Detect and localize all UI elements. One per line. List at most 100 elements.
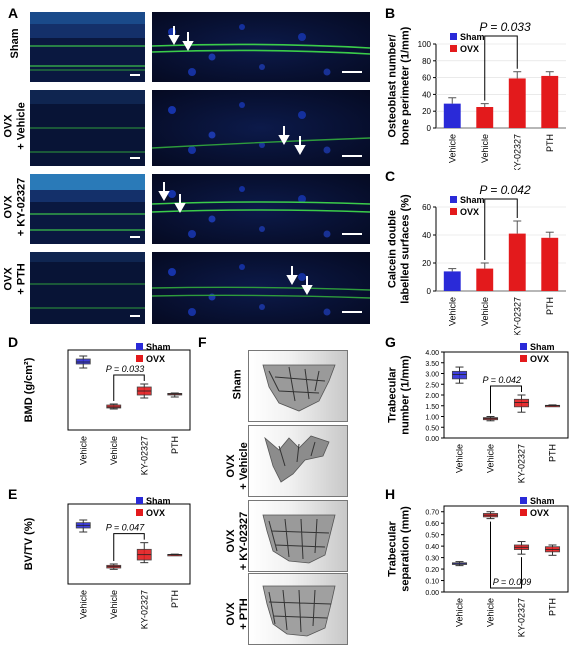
chart-b-pvalue: P = 0.033: [479, 20, 531, 34]
chart-b-category-label: Vehicle: [447, 134, 457, 163]
chart-h-plot-frame: [443, 505, 569, 593]
arrow-icon: [168, 26, 194, 52]
chart-h-category-label: Vehicle: [455, 598, 465, 627]
chart-b-ytick-label: 40: [422, 90, 431, 99]
chart-d-category-label: PTH: [170, 436, 180, 454]
panel-label-c: C: [385, 168, 396, 184]
chart-b-ylabel: bone perimeter (1/mm): [400, 26, 412, 145]
micrograph-sham-low: [30, 12, 145, 82]
chart-b-ytick-label: 20: [422, 107, 431, 116]
chart-c-significance-bracket: [484, 198, 518, 260]
chart-calcein-labelled-surfaces: 0 20 40 60 Calcein double labelled surfaces (…: [388, 183, 566, 335]
chart-d-pvalue: P = 0.033: [106, 364, 144, 374]
arrow-icon: [158, 182, 186, 214]
chart-h-legend-label: Sham: [530, 496, 555, 506]
panel-label-a: A: [8, 5, 19, 21]
chart-d-box: [75, 358, 91, 365]
chart-b-ylabel: Osteoblast number/: [388, 34, 399, 137]
chart-g-pvalue: P = 0.042: [483, 375, 521, 385]
chart-e-pvalue: P = 0.047: [106, 523, 145, 533]
chart-c-ylabel: Calcein double: [388, 210, 399, 288]
chart-e-category-label: PTH: [170, 590, 180, 608]
chart-b-legend-swatch: [450, 33, 457, 40]
chart-h-pvalue: P = 0.009: [493, 577, 531, 587]
chart-c-ytick-label: 20: [422, 259, 431, 268]
chart-b-legend-label: OVX: [460, 44, 479, 54]
chart-h-ytick-label: 0.10: [425, 579, 439, 586]
chart-c-legend-swatch: [450, 196, 457, 203]
chart-g-legend-label: OVX: [530, 354, 549, 364]
chart-g-ylabel: Trabecular: [388, 366, 399, 422]
chart-b-legend-swatch: [450, 45, 457, 52]
micrograph-ovx-vehicle-low: [30, 90, 145, 166]
chart-b-category-label: KY-02327: [512, 134, 522, 170]
chart-e-category-label: Vehicle: [78, 590, 88, 619]
chart-c-category-label: Vehicle: [447, 297, 457, 326]
chart-g-legend-swatch: [520, 343, 527, 350]
chart-h-ytick-label: 0.40: [425, 544, 439, 551]
chart-bmd: BMD (g/cm²) Vehicle Vehicle KY-02327 PTH P = …: [23, 342, 191, 475]
chart-g-plot-frame: [443, 351, 569, 439]
chart-b-ytick-label: 80: [422, 57, 431, 66]
chart-osteoblast-number: 0 20 40 60 80 100 Osteoblast number/bone perim…: [388, 20, 566, 170]
micrograph-row-label-sham: Sham: [9, 28, 21, 59]
chart-c-ytick-label: 40: [422, 231, 431, 240]
chart-g-ytick-label: 1.00: [425, 415, 439, 422]
chart-g-legend-label: Sham: [530, 342, 555, 352]
panel-label-b: B: [385, 5, 396, 21]
chart-b-ytick-label: 100: [418, 40, 432, 49]
chart-d-legend-swatch: [136, 343, 143, 350]
chart-b-legend-label: Sham: [460, 32, 485, 42]
microct-row-label-ovx-pth: OVX + PTH: [225, 598, 250, 630]
chart-c-ytick-label: 0: [427, 287, 432, 296]
arrow-icon: [278, 126, 306, 156]
chart-d-category-label: KY-02327: [139, 436, 149, 475]
chart-d-category-label: Vehicle: [78, 436, 88, 465]
chart-h-ytick-label: 0.70: [425, 510, 439, 517]
chart-d-plot-frame: [67, 349, 191, 431]
chart-g-ytick-label: 2.00: [425, 393, 439, 400]
chart-c-bar: [541, 237, 559, 291]
chart-d-box: [106, 404, 122, 409]
chart-g-box: [513, 398, 530, 408]
microct-row-label-ovx-vehicle: OVX + Vehicle: [225, 442, 250, 490]
microct-image-ovx-ky02327: [248, 500, 348, 572]
chart-g-significance-bracket: [490, 385, 522, 414]
chart-h-ytick-label: 0.60: [425, 521, 439, 528]
chart-c-legend-label: Sham: [460, 195, 485, 205]
micrograph-grid: [30, 12, 370, 324]
chart-e-plot-frame: [67, 503, 191, 585]
micrograph-ovx-pth-high: [151, 252, 370, 324]
chart-h-ytick-label: 0.20: [425, 567, 439, 574]
chart-h-ytick-label: 0.30: [425, 556, 439, 563]
chart-d-legend-label: Sham: [146, 342, 171, 352]
chart-c-category-label: PTH: [545, 297, 555, 315]
chart-g-box: [451, 370, 468, 380]
chart-b-significance-bracket: [484, 35, 518, 101]
chart-h-significance-bracket: [490, 521, 522, 589]
chart-h-legend-swatch: [520, 509, 527, 516]
micrograph-ovx-pth-low: [30, 252, 145, 324]
chart-c-bar: [443, 271, 461, 291]
chart-e-category-label: KY-02327: [139, 590, 149, 629]
chart-d-legend-label: OVX: [146, 354, 165, 364]
chart-g-ytick-label: 4.00: [425, 350, 439, 357]
micrograph-ovx-ky02327-high: [151, 174, 370, 244]
chart-e-legend-label: Sham: [146, 496, 171, 506]
chart-g-ytick-label: 0.50: [425, 425, 439, 432]
chart-b-category-label: PTH: [545, 134, 555, 152]
chart-g-ytick-label: 2.50: [425, 382, 439, 389]
chart-g-category-label: Vehicle: [455, 444, 465, 473]
arrow-icon: [286, 266, 313, 296]
chart-c-bar: [476, 268, 494, 291]
chart-g-ytick-label: 1.50: [425, 404, 439, 411]
microct-row-label-ovx-ky02327: OVX + KY-02327: [225, 511, 250, 571]
chart-b-ytick-label: 0: [427, 124, 432, 133]
chart-g-ytick-label: 3.00: [425, 372, 439, 379]
micrograph-row-label-ovx-pth: OVX + PTH: [2, 263, 28, 295]
chart-b-bar: [476, 107, 494, 128]
chart-e-significance-bracket: [113, 533, 145, 561]
panel-label-h: H: [385, 486, 396, 502]
panel-label-e: E: [8, 486, 18, 502]
chart-c-category-label: Vehicle: [480, 297, 490, 326]
